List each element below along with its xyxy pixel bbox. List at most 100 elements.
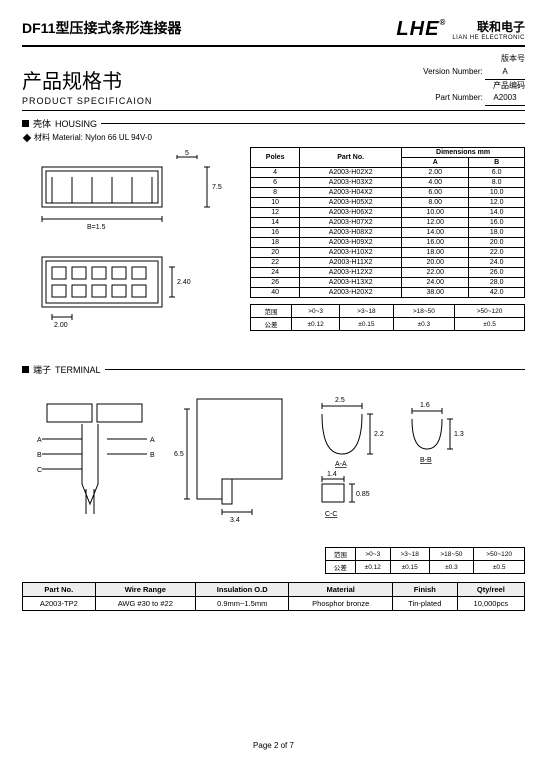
table-cell: 18.0	[469, 228, 525, 238]
terminal-section-head: 端子 TERMINAL	[22, 363, 525, 376]
table-cell: 公差	[251, 318, 292, 331]
table-header: Insulation O.D	[196, 583, 289, 597]
table-cell: A2003-H06X2	[300, 208, 402, 218]
table-cell: A2003-H12X2	[300, 268, 402, 278]
dim-b: 5	[185, 150, 189, 157]
dimensions-table: Poles Part No. Dimensions mm A B 4A2003-…	[250, 147, 525, 298]
table-cell: 12.00	[402, 218, 469, 228]
table-cell: ±0.5	[474, 561, 525, 574]
wire-table: Part No.Wire RangeInsulation O.DMaterial…	[22, 582, 525, 611]
table-cell: 0.9mm~1.5mm	[196, 597, 289, 611]
brand-block: LHE® 联和电子 LIAN HE ELECTRONIC	[396, 18, 525, 41]
housing-svg: 5 7.5 B=1.5 2.40 2.00	[22, 147, 242, 357]
table-cell: 4.00	[402, 178, 469, 188]
table-cell: >18~50	[393, 305, 455, 318]
table-header: Wire Range	[95, 583, 195, 597]
table-header: Part No.	[23, 583, 96, 597]
table-cell: 26	[251, 278, 300, 288]
table-row: 22A2003-H11X220.0024.0	[251, 258, 525, 268]
label-bb: B-B	[420, 457, 432, 464]
table-cell: ±0.15	[340, 318, 393, 331]
terminal-svg: A A B B C 6.5 3.4 2.5 2.2 A-A 1.6 1.3 B-…	[22, 384, 522, 574]
part-value: A2003	[485, 92, 525, 106]
table-cell: Phosphor bronze	[289, 597, 393, 611]
doc-meta: 版本号 Version Number: A 产品编码 Part Number: …	[423, 53, 525, 106]
housing-block: 5 7.5 B=1.5 2.40 2.00 Poles	[22, 147, 525, 357]
table-cell: A2003-H08X2	[300, 228, 402, 238]
table-cell: 6	[251, 178, 300, 188]
table-cell: 14.00	[402, 228, 469, 238]
dim-24: 2.40	[177, 279, 191, 286]
sec-a-r: A	[150, 437, 155, 444]
table-cell: 公差	[326, 561, 356, 574]
terminal-block: A A B B C 6.5 3.4 2.5 2.2 A-A 1.6 1.3 B-…	[22, 384, 525, 611]
dim-16: 1.6	[420, 402, 430, 409]
label-cc: C-C	[325, 511, 337, 518]
table-cell: >50~120	[474, 548, 525, 561]
spec-title-en: PRODUCT SPECIFICAION	[22, 96, 152, 106]
table-row: 16A2003-H08X214.0018.0	[251, 228, 525, 238]
dim-14: 1.4	[327, 471, 337, 478]
sec-b-r: B	[150, 452, 155, 459]
table-cell: 20.0	[469, 238, 525, 248]
terminal-tolerance-table: 范围>0~3>3~18>18~50>50~120 公差±0.12±0.15±0.…	[325, 547, 525, 574]
product-title: DF11型压接式条形连接器	[22, 18, 181, 38]
table-row: 4A2003-H02X22.006.0	[251, 168, 525, 178]
table-cell: ±0.12	[291, 318, 339, 331]
table-cell: ±0.5	[455, 318, 525, 331]
table-cell: 6.00	[402, 188, 469, 198]
header: DF11型压接式条形连接器 LHE® 联和电子 LIAN HE ELECTRON…	[22, 18, 525, 41]
table-cell: 10.00	[402, 208, 469, 218]
housing-tables: Poles Part No. Dimensions mm A B 4A2003-…	[250, 147, 525, 357]
page-footer: Page 2 of 7	[0, 741, 547, 750]
version-label-cn: 版本号	[501, 54, 525, 63]
table-cell: 12.0	[469, 198, 525, 208]
table-cell: ±0.12	[355, 561, 390, 574]
housing-tolerance-table: 范围>0~3>3~18>18~50>50~120 公差±0.12±0.15±0.…	[250, 304, 525, 331]
housing-label-en: HOUSING	[55, 119, 97, 129]
table-row: 12A2003-H06X210.0014.0	[251, 208, 525, 218]
table-cell: A2003-H04X2	[300, 188, 402, 198]
table-row: 6A2003-H03X24.008.0	[251, 178, 525, 188]
dim-34: 3.4	[230, 517, 240, 524]
table-cell: 20	[251, 248, 300, 258]
version-value: A	[485, 66, 525, 80]
table-cell: A2003-H07X2	[300, 218, 402, 228]
table-cell: 18.00	[402, 248, 469, 258]
brand-name-en: LIAN HE ELECTRONIC	[452, 35, 525, 41]
label-aa: A-A	[335, 461, 347, 468]
table-row: 40A2003-H20X238.0042.0	[251, 288, 525, 298]
dim-65: 6.5	[174, 451, 184, 458]
table-header: Qty/reel	[457, 583, 524, 597]
table-cell: 20.00	[402, 258, 469, 268]
table-cell: >18~50	[429, 548, 474, 561]
dim-25: 2.5	[335, 397, 345, 404]
table-cell: >3~18	[340, 305, 393, 318]
table-cell: ±0.15	[390, 561, 429, 574]
divider-spec	[22, 110, 525, 111]
table-cell: 28.0	[469, 278, 525, 288]
table-cell: 16	[251, 228, 300, 238]
spec-row: 产品规格书 PRODUCT SPECIFICAION 版本号 Version N…	[22, 53, 525, 106]
material-line: 材料 Material: Nylon 66 UL 94V-0	[24, 132, 525, 143]
table-cell: A2003-H13X2	[300, 278, 402, 288]
table-cell: 8.0	[469, 178, 525, 188]
square-icon	[22, 366, 29, 373]
table-cell: 8.00	[402, 198, 469, 208]
table-cell: 16.00	[402, 238, 469, 248]
spec-title-cn: 产品规格书	[22, 65, 152, 94]
table-cell: 10.0	[469, 188, 525, 198]
table-cell: >50~120	[455, 305, 525, 318]
table-cell: A2003-TP2	[23, 597, 96, 611]
table-cell: >3~18	[390, 548, 429, 561]
table-cell: AWG #30 to #22	[95, 597, 195, 611]
table-cell: 10	[251, 198, 300, 208]
divider-top	[22, 45, 525, 47]
table-row: 20A2003-H10X218.0022.0	[251, 248, 525, 258]
table-cell: 范围	[326, 548, 356, 561]
th-b: B	[469, 158, 525, 168]
table-cell: 38.00	[402, 288, 469, 298]
table-cell: 8	[251, 188, 300, 198]
dim-h: 7.5	[212, 184, 222, 191]
table-row: 14A2003-H07X212.0016.0	[251, 218, 525, 228]
